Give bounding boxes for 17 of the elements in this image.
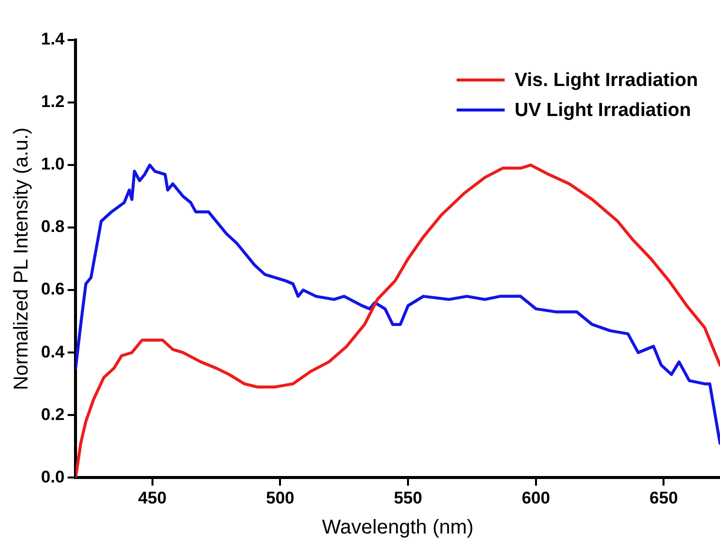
y-tick-label: 0.0 bbox=[40, 467, 65, 486]
y-tick-label: 1.4 bbox=[40, 30, 66, 49]
y-tick-label: 1.0 bbox=[40, 154, 65, 174]
y-axis-title: Normalized PL Intensity (a.u.) bbox=[10, 127, 33, 390]
x-tick-label: 450 bbox=[138, 488, 167, 508]
y-tick-label: 0.6 bbox=[40, 280, 65, 299]
x-tick-label: 650 bbox=[650, 488, 678, 508]
x-axis-title: Wavelength (nm) bbox=[322, 516, 474, 539]
legend-label: UV Light Irradiation bbox=[514, 100, 691, 122]
y-tick-label: 0.2 bbox=[40, 404, 65, 424]
x-tick-label: 550 bbox=[394, 488, 422, 508]
x-tick-label: 500 bbox=[266, 488, 294, 508]
x-tick-label: 600 bbox=[522, 488, 550, 508]
y-tick-label: 1.2 bbox=[40, 92, 65, 112]
y-tick-label: 0.4 bbox=[40, 342, 66, 362]
y-tick-label: 0.8 bbox=[40, 217, 65, 236]
legend-label: Vis. Light Irradiation bbox=[514, 70, 698, 92]
